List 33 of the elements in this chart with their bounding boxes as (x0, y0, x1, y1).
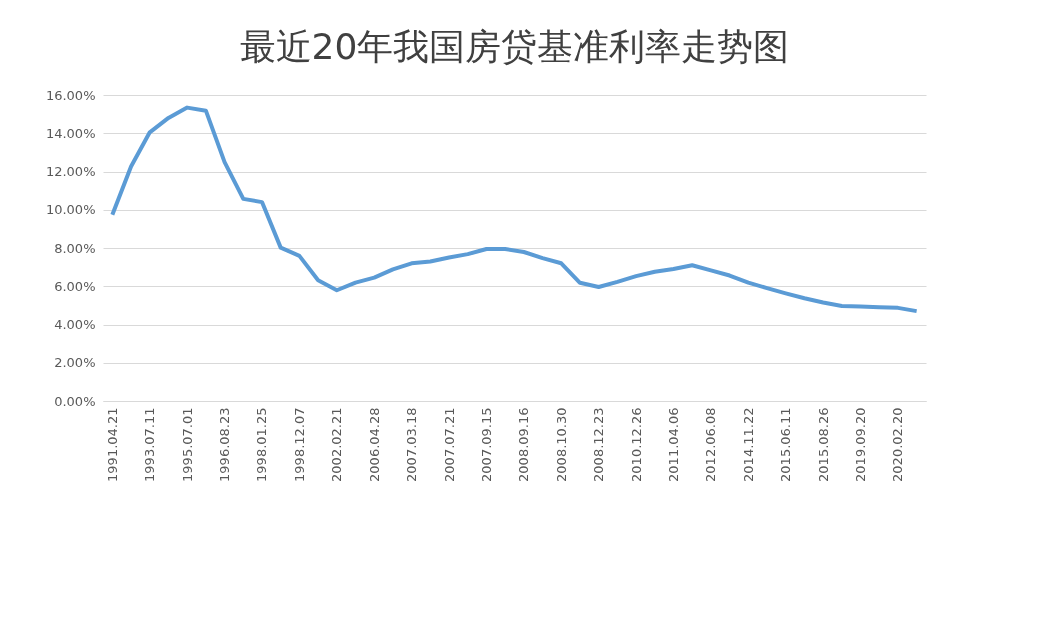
x-tick-label: 2008.12.23 (591, 407, 607, 482)
x-tick-label: 2007.03.18 (404, 407, 420, 482)
x-tick-label: 2019.09.20 (853, 407, 869, 482)
y-tick-label: 14.00% (45, 125, 96, 141)
x-tick-label: 2020.02.20 (890, 407, 906, 482)
line-series (110, 105, 919, 314)
y-tick-label: 10.00% (45, 202, 96, 218)
x-tick-label: 1998.01.25 (254, 407, 270, 482)
x-tick-label: 2002.02.21 (329, 407, 345, 482)
chart-title: 最近20年我国房贷基准利率走势图 (239, 26, 790, 67)
y-tick-label: 2.00% (54, 355, 96, 371)
x-tick-label: 2014.11.22 (740, 407, 756, 482)
y-tick-label: 16.00% (45, 87, 96, 103)
x-tick-label: 2008.09.16 (516, 407, 532, 482)
x-tick-label: 2006.04.28 (366, 407, 382, 482)
x-tick-label: 1996.08.23 (217, 407, 233, 482)
y-tick-label: 4.00% (54, 317, 96, 332)
y-tick-label: 8.00% (54, 240, 96, 256)
x-tick-label: 2008.10.30 (553, 407, 569, 482)
y-tick-label: 12.00% (45, 164, 96, 179)
x-tick-label: 2012.06.08 (703, 407, 719, 482)
x-tick-label: 2010.12.26 (628, 407, 644, 482)
x-tick-label: 1995.07.01 (179, 407, 195, 482)
x-tick-label: 1998.12.07 (291, 407, 307, 482)
x-tick-label: 2007.09.15 (478, 407, 494, 482)
y-tick-label: 0.00% (54, 393, 96, 409)
x-tick-label: 2011.04.06 (665, 407, 681, 482)
x-tick-label: 2015.08.26 (815, 407, 831, 482)
x-tick-label: 1993.07.11 (142, 407, 158, 482)
y-tick-label: 6.00% (54, 278, 96, 294)
x-tick-label: 1991.04.21 (104, 407, 120, 482)
x-tick-label: 2015.06.11 (778, 407, 794, 482)
x-tick-label: 2007.07.21 (441, 407, 457, 482)
